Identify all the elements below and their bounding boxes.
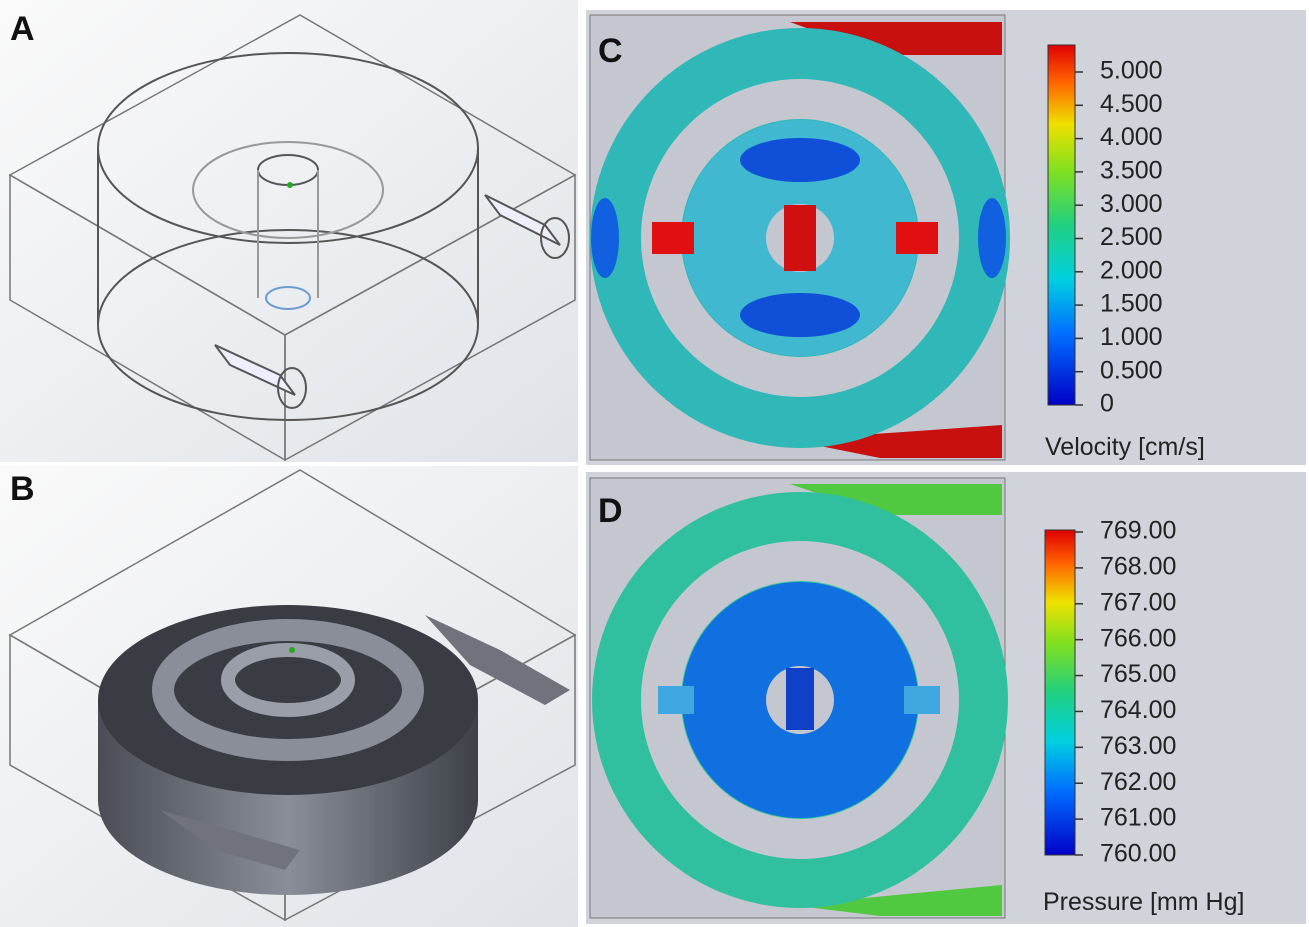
panel-label: A — [10, 10, 35, 48]
colorbar-tick-label: 766.00 — [1100, 624, 1176, 652]
connector — [658, 686, 694, 714]
colorbar — [1048, 45, 1075, 405]
colorbar-tick-label: 764.00 — [1100, 696, 1176, 724]
panel-label: D — [598, 492, 623, 530]
center-flow — [786, 668, 814, 730]
center-flow — [784, 205, 816, 271]
figure: A B — [0, 0, 1309, 927]
colorbar-tick-label: 767.00 — [1100, 588, 1176, 616]
colorbar-tick-label: 0 — [1100, 390, 1114, 418]
colorbar-tick-label: 760.00 — [1100, 840, 1176, 868]
colorbar-title: Velocity [cm/s] — [1045, 433, 1205, 461]
flow-region — [591, 198, 619, 278]
colorbar-tick-label: 769.00 — [1100, 517, 1176, 545]
axis-marker — [287, 182, 293, 188]
panel-a: A — [0, 0, 578, 462]
colorbar-tick-label: 3.500 — [1100, 157, 1163, 185]
colorbar-tick-label: 2.000 — [1100, 256, 1163, 284]
flow-region — [740, 293, 860, 337]
colorbar-tick-label: 761.00 — [1100, 804, 1176, 832]
colorbar-tick-label: 762.00 — [1100, 768, 1176, 796]
panel-label: B — [10, 470, 35, 508]
flow-region — [978, 198, 1006, 278]
panel-label: C — [598, 32, 623, 70]
connector — [904, 686, 940, 714]
colorbar-tick-label: 5.000 — [1100, 57, 1163, 85]
colorbar-tick-label: 1.000 — [1100, 323, 1163, 351]
colorbar-tick-label: 768.00 — [1100, 552, 1176, 580]
colorbar-tick-label: 1.500 — [1100, 290, 1163, 318]
colorbar-tick-label: 765.00 — [1100, 660, 1176, 688]
colorbar-tick-label: 763.00 — [1100, 732, 1176, 760]
colorbar-title: Pressure [mm Hg] — [1043, 888, 1244, 916]
panel-c: Velocity [cm/s] 5.000 4.500 4.000 3.500 3.00… — [586, 10, 1306, 465]
panel-b: B — [0, 466, 578, 927]
connector — [896, 222, 938, 254]
connector — [652, 222, 694, 254]
colorbar-tick-label: 3.000 — [1100, 190, 1163, 218]
flow-region — [740, 138, 860, 182]
colorbar-tick-label: 0.500 — [1100, 356, 1163, 384]
axis-marker — [289, 647, 295, 653]
colorbar-tick-label: 4.000 — [1100, 123, 1163, 151]
colorbar-tick-label: 4.500 — [1100, 90, 1163, 118]
colorbar-tick-label: 2.500 — [1100, 223, 1163, 251]
panel-d: Pressure [mm Hg] 769.00 768.00 767.00 766.0… — [586, 472, 1306, 924]
colorbar — [1045, 530, 1075, 855]
